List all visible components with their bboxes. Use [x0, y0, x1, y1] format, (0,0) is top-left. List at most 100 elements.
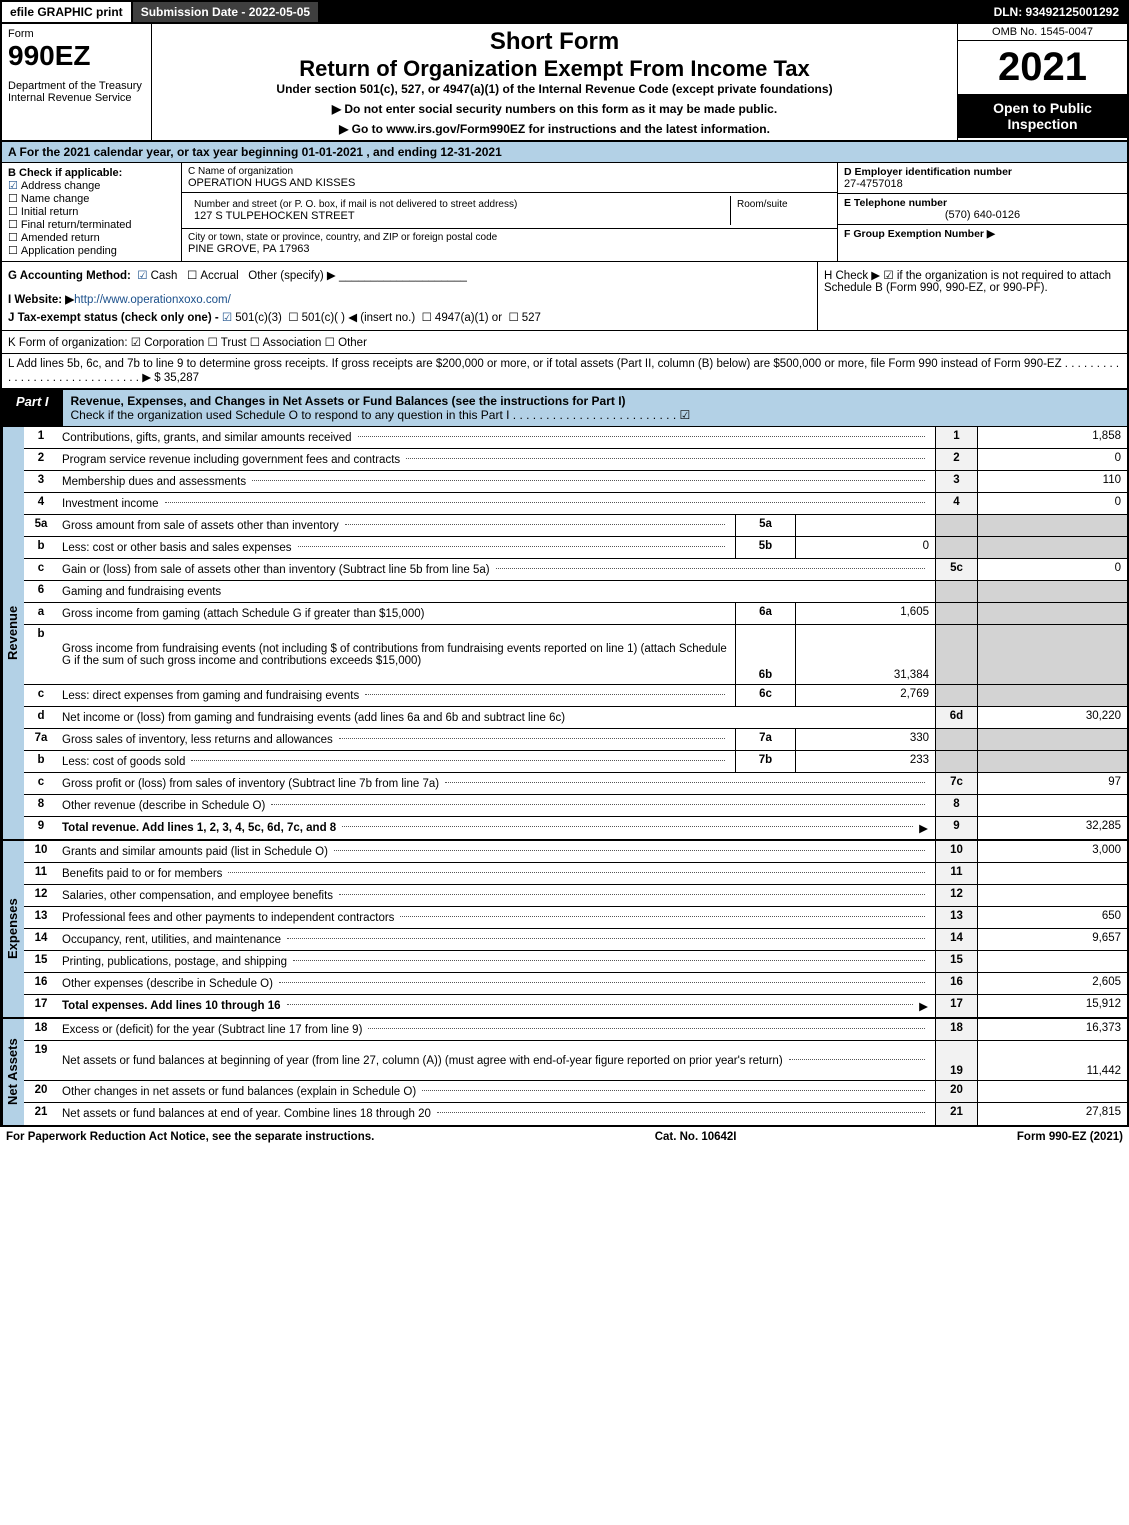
part1-bar: Part I Revenue, Expenses, and Changes in…	[0, 390, 1129, 427]
city-value: PINE GROVE, PA 17963	[188, 243, 831, 255]
amt-1: 1,858	[977, 427, 1127, 448]
line-14: 14 Occupancy, rent, utilities, and maint…	[24, 929, 1127, 951]
line-10: 10 Grants and similar amounts paid (list…	[24, 841, 1127, 863]
goto-link[interactable]: ▶ Go to www.irs.gov/Form990EZ for instru…	[158, 122, 951, 136]
row-a-tax-year: A For the 2021 calendar year, or tax yea…	[0, 142, 1129, 163]
amt-7c: 97	[977, 773, 1127, 794]
amt-3: 110	[977, 471, 1127, 492]
line-7b: b Less: cost of goods sold 7b 233	[24, 751, 1127, 773]
line-16: 16 Other expenses (describe in Schedule …	[24, 973, 1127, 995]
line-1: 1 Contributions, gifts, grants, and simi…	[24, 427, 1127, 449]
c-name-cell: C Name of organization OPERATION HUGS AN…	[182, 163, 837, 193]
line-5b: b Less: cost or other basis and sales ex…	[24, 537, 1127, 559]
website-link[interactable]: http://www.operationxoxo.com/	[74, 294, 231, 306]
city-cell: City or town, state or province, country…	[182, 229, 837, 258]
amt-2: 0	[977, 449, 1127, 470]
footer-right: Form 990-EZ (2021)	[1017, 1131, 1123, 1143]
b-label: B Check if applicable:	[8, 167, 175, 179]
expenses-lines: 10 Grants and similar amounts paid (list…	[24, 841, 1127, 1017]
line-6: 6 Gaming and fundraising events	[24, 581, 1127, 603]
amt-13: 650	[977, 907, 1127, 928]
line-13: 13 Professional fees and other payments …	[24, 907, 1127, 929]
revenue-lines: 1 Contributions, gifts, grants, and simi…	[24, 427, 1127, 839]
line-11: 11 Benefits paid to or for members 11	[24, 863, 1127, 885]
amt-14: 9,657	[977, 929, 1127, 950]
header-left: Form 990EZ Department of the Treasury In…	[2, 24, 152, 140]
top-bar: efile GRAPHIC print Submission Date - 20…	[0, 0, 1129, 24]
gh-row: G Accounting Method: Cash Accrual Other …	[0, 262, 1129, 331]
g-i-j-block: G Accounting Method: Cash Accrual Other …	[2, 262, 817, 330]
i-website: I Website: ▶http://www.operationxoxo.com…	[8, 292, 811, 306]
street-value: 127 S TULPEHOCKEN STREET	[194, 210, 724, 222]
amt-17: 15,912	[977, 995, 1127, 1017]
line-21: 21 Net assets or fund balances at end of…	[24, 1103, 1127, 1125]
amt-10: 3,000	[977, 841, 1127, 862]
org-name: OPERATION HUGS AND KISSES	[188, 177, 831, 189]
short-form-title: Short Form	[158, 28, 951, 56]
entity-right: D Employer identification number 27-4757…	[837, 163, 1127, 261]
line-7c: c Gross profit or (loss) from sales of i…	[24, 773, 1127, 795]
l-gross-receipts: L Add lines 5b, 6c, and 7b to line 9 to …	[0, 354, 1129, 390]
amt-15	[977, 951, 1127, 972]
room-label: Room/suite	[737, 199, 825, 210]
line-6c: c Less: direct expenses from gaming and …	[24, 685, 1127, 707]
street-cell: Number and street (or P. O. box, if mail…	[182, 193, 837, 229]
line-5c: c Gain or (loss) from sale of assets oth…	[24, 559, 1127, 581]
h-check: H Check ▶ ☑ if the organization is not r…	[817, 262, 1127, 330]
amt-4: 0	[977, 493, 1127, 514]
line-19: 19 Net assets or fund balances at beginn…	[24, 1041, 1127, 1081]
line-7a: 7a Gross sales of inventory, less return…	[24, 729, 1127, 751]
e-phone-cell: E Telephone number (570) 640-0126	[838, 194, 1127, 225]
form-header: Form 990EZ Department of the Treasury In…	[0, 24, 1129, 142]
expenses-side-label: Expenses	[2, 841, 24, 1017]
amt-6d: 30,220	[977, 707, 1127, 728]
chk-final-return[interactable]: Final return/terminated	[8, 218, 175, 231]
line-5a: 5a Gross amount from sale of assets othe…	[24, 515, 1127, 537]
chk-initial-return[interactable]: Initial return	[8, 205, 175, 218]
g-accounting: G Accounting Method: Cash Accrual Other …	[8, 268, 811, 282]
amt-19: 11,442	[977, 1041, 1127, 1080]
tax-year: 2021	[958, 41, 1127, 94]
chk-amended[interactable]: Amended return	[8, 231, 175, 244]
header-middle: Short Form Return of Organization Exempt…	[152, 24, 957, 140]
check-if-applicable: B Check if applicable: Address change Na…	[2, 163, 182, 261]
amt-18: 16,373	[977, 1019, 1127, 1040]
dept-treasury: Department of the Treasury Internal Reve…	[8, 80, 145, 104]
line-9: 9 Total revenue. Add lines 1, 2, 3, 4, 5…	[24, 817, 1127, 839]
f-label: F Group Exemption Number ▶	[844, 228, 995, 240]
j-tax-exempt: J Tax-exempt status (check only one) - 5…	[8, 310, 811, 324]
return-title: Return of Organization Exempt From Incom…	[158, 56, 951, 82]
f-group-cell: F Group Exemption Number ▶	[838, 225, 1127, 243]
line-8: 8 Other revenue (describe in Schedule O)…	[24, 795, 1127, 817]
c-label: C Name of organization	[188, 166, 831, 177]
line-20: 20 Other changes in net assets or fund b…	[24, 1081, 1127, 1103]
amt-16: 2,605	[977, 973, 1127, 994]
chk-pending[interactable]: Application pending	[8, 244, 175, 257]
amt-11	[977, 863, 1127, 884]
entity-block: B Check if applicable: Address change Na…	[0, 163, 1129, 262]
street-label: Number and street (or P. O. box, if mail…	[194, 199, 724, 210]
part1-title: Revenue, Expenses, and Changes in Net As…	[63, 390, 1127, 426]
efile-print-button[interactable]: efile GRAPHIC print	[2, 2, 133, 22]
chk-address-change[interactable]: Address change	[8, 179, 175, 192]
netassets-lines: 18 Excess or (deficit) for the year (Sub…	[24, 1019, 1127, 1125]
footer-mid: Cat. No. 10642I	[655, 1131, 737, 1143]
phone-value: (570) 640-0126	[844, 209, 1121, 221]
revenue-grid: Revenue 1 Contributions, gifts, grants, …	[0, 427, 1129, 839]
k-form-of-org: K Form of organization: ☑ Corporation ☐ …	[0, 331, 1129, 354]
entity-name-address: C Name of organization OPERATION HUGS AN…	[182, 163, 837, 261]
part1-tag: Part I	[2, 390, 63, 426]
amt-12	[977, 885, 1127, 906]
line-18: 18 Excess or (deficit) for the year (Sub…	[24, 1019, 1127, 1041]
footer-left: For Paperwork Reduction Act Notice, see …	[6, 1131, 374, 1143]
amt-5c: 0	[977, 559, 1127, 580]
ein-value: 27-4757018	[844, 178, 1121, 190]
city-label: City or town, state or province, country…	[188, 232, 831, 243]
line-15: 15 Printing, publications, postage, and …	[24, 951, 1127, 973]
form-number: 990EZ	[8, 40, 145, 72]
dln: DLN: 93492125001292	[986, 2, 1127, 22]
line-6a: a Gross income from gaming (attach Sched…	[24, 603, 1127, 625]
omb-number: OMB No. 1545-0047	[958, 24, 1127, 41]
submission-date: Submission Date - 2022-05-05	[133, 2, 320, 22]
chk-name-change[interactable]: Name change	[8, 192, 175, 205]
